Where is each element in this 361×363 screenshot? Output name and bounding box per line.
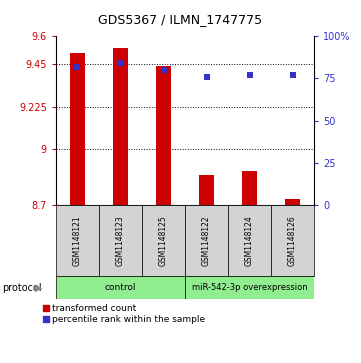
Bar (56, 276, 185, 299)
Bar (70, 53, 85, 205)
Bar (285, 199, 300, 205)
Text: protocol: protocol (2, 283, 42, 293)
Bar (228, 205, 271, 276)
Legend: transformed count, percentile rank within the sample: transformed count, percentile rank withi… (43, 304, 205, 324)
Text: GSM1148124: GSM1148124 (245, 215, 254, 266)
Bar (156, 66, 171, 205)
Bar (242, 171, 257, 205)
Text: GSM1148126: GSM1148126 (288, 215, 297, 266)
Bar (113, 48, 128, 205)
Text: GSM1148123: GSM1148123 (116, 215, 125, 266)
Bar (271, 205, 314, 276)
Bar (99, 205, 142, 276)
Text: GDS5367 / ILMN_1747775: GDS5367 / ILMN_1747775 (99, 13, 262, 26)
Bar (185, 205, 228, 276)
Bar (56, 205, 99, 276)
Bar (142, 205, 185, 276)
Text: miR-542-3p overexpression: miR-542-3p overexpression (192, 283, 307, 292)
Text: GSM1148121: GSM1148121 (73, 215, 82, 266)
Bar (185, 276, 314, 299)
Text: ▶: ▶ (35, 283, 42, 293)
Text: control: control (105, 283, 136, 292)
Bar (199, 175, 214, 205)
Text: GSM1148122: GSM1148122 (202, 215, 211, 266)
Text: GSM1148125: GSM1148125 (159, 215, 168, 266)
